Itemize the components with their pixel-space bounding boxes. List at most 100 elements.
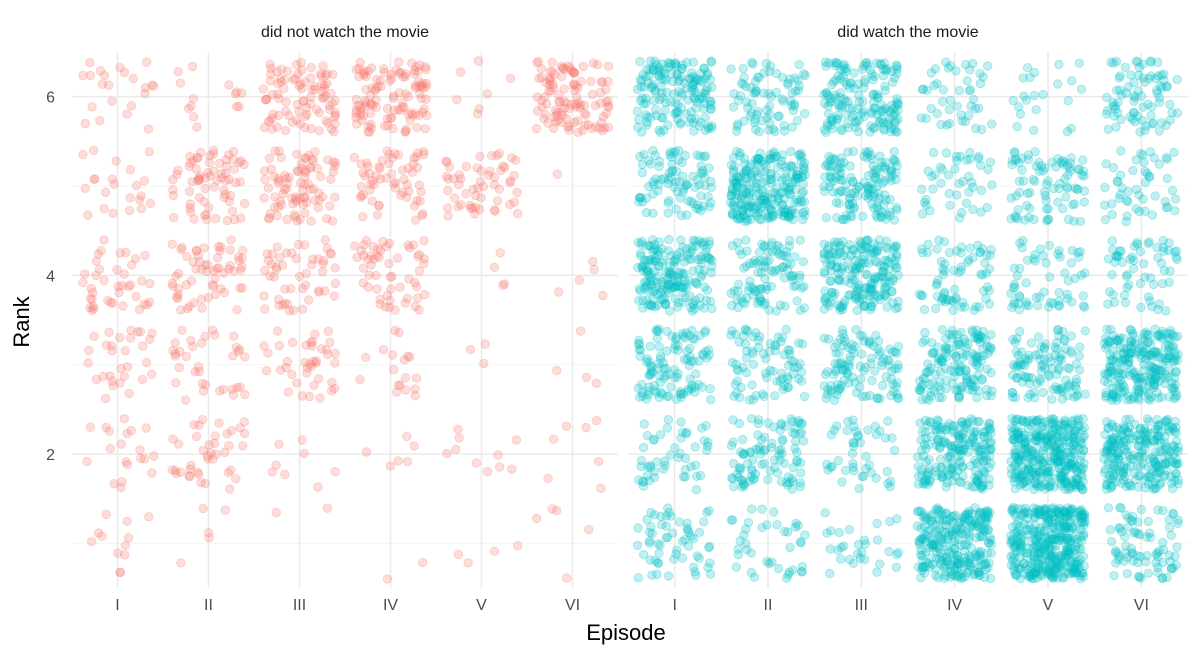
data-point: [136, 328, 145, 337]
data-point: [763, 521, 772, 530]
data-point: [960, 303, 969, 312]
data-point: [678, 288, 687, 297]
data-point: [330, 113, 339, 122]
data-point: [483, 467, 492, 476]
data-point: [90, 332, 99, 341]
data-point: [937, 257, 946, 266]
data-point: [1077, 545, 1086, 554]
data-point: [764, 155, 773, 164]
data-point: [403, 294, 412, 303]
data-point: [176, 347, 185, 356]
data-point: [176, 79, 185, 88]
data-point: [168, 240, 177, 249]
data-point: [650, 511, 659, 520]
data-point: [1056, 555, 1065, 564]
x-tick-label: V: [1043, 597, 1054, 614]
data-point: [649, 209, 658, 218]
data-point: [1067, 259, 1076, 268]
data-point: [201, 184, 210, 193]
data-point: [634, 524, 643, 533]
data-point: [1031, 148, 1040, 157]
data-point: [929, 148, 938, 157]
data-point: [928, 172, 937, 181]
data-point: [822, 213, 831, 222]
data-point: [849, 349, 858, 358]
data-point: [647, 160, 656, 169]
facet-strip-label: did watch the movie: [837, 24, 979, 41]
data-point: [688, 307, 697, 316]
data-point: [1046, 298, 1055, 307]
data-point: [140, 455, 149, 464]
data-point: [271, 147, 280, 156]
data-point: [935, 236, 944, 245]
data-point: [1011, 393, 1020, 402]
data-point: [108, 377, 117, 386]
data-point: [98, 532, 107, 541]
data-point: [417, 82, 426, 91]
data-point: [800, 70, 809, 79]
data-point: [939, 516, 948, 525]
data-point: [965, 439, 974, 448]
data-point: [658, 520, 667, 529]
data-point: [732, 389, 741, 398]
data-point: [945, 105, 954, 114]
data-point: [1070, 533, 1079, 542]
data-point: [1032, 470, 1041, 479]
data-point: [658, 390, 667, 399]
data-point: [1131, 528, 1140, 537]
data-point: [230, 215, 239, 224]
data-point: [747, 83, 756, 92]
data-point: [1049, 483, 1058, 492]
x-tick-label: I: [672, 597, 676, 614]
data-point: [944, 453, 953, 462]
data-point: [197, 295, 206, 304]
data-point: [849, 177, 858, 186]
data-point: [386, 273, 395, 282]
data-point: [379, 345, 388, 354]
data-point: [86, 303, 95, 312]
data-point: [977, 186, 986, 195]
data-point: [126, 334, 135, 343]
data-point: [729, 179, 738, 188]
data-point: [108, 175, 117, 184]
data-point: [364, 67, 373, 76]
data-point: [942, 149, 951, 158]
data-point: [1137, 505, 1146, 514]
data-point: [1034, 333, 1043, 342]
data-point: [733, 238, 742, 247]
data-point: [886, 212, 895, 221]
data-point: [385, 159, 394, 168]
data-point: [738, 298, 747, 307]
data-point: [691, 88, 700, 97]
data-point: [1167, 531, 1176, 540]
data-point: [221, 506, 230, 515]
data-point: [973, 334, 982, 343]
data-point: [225, 441, 234, 450]
data-point: [211, 274, 220, 283]
data-point: [226, 246, 235, 255]
data-point: [1144, 517, 1153, 526]
data-point: [1030, 91, 1039, 100]
data-points: [79, 57, 614, 584]
data-point: [1078, 569, 1087, 578]
data-point: [938, 393, 947, 402]
data-point: [1075, 59, 1084, 68]
data-point: [1008, 160, 1017, 169]
data-point: [947, 465, 956, 474]
data-point: [682, 429, 691, 438]
data-point: [831, 289, 840, 298]
x-tick-label: VI: [565, 597, 580, 614]
data-point: [734, 96, 743, 105]
data-point: [988, 181, 997, 190]
data-point: [702, 347, 711, 356]
data-point: [1014, 351, 1023, 360]
data-point: [827, 116, 836, 125]
data-point: [767, 282, 776, 291]
data-point: [1045, 273, 1054, 282]
data-point: [1042, 504, 1051, 513]
data-point: [698, 424, 707, 433]
data-point: [977, 161, 986, 170]
data-point: [976, 484, 985, 493]
data-point: [789, 463, 798, 472]
data-point: [90, 175, 99, 184]
